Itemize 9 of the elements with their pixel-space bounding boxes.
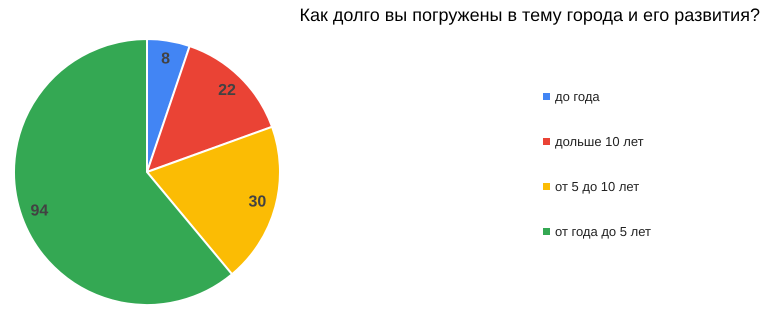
- chart-title: Как долго вы погружены в тему города и его развития?: [298, 5, 760, 26]
- data-label: 8: [161, 50, 170, 68]
- data-label: 30: [248, 193, 266, 210]
- legend-label: от 5 до 10 лет: [555, 179, 640, 194]
- data-label: 22: [218, 82, 236, 99]
- legend-label: дольше 10 лет: [555, 134, 644, 149]
- legend-label: до года: [555, 89, 600, 104]
- data-label: 94: [30, 202, 48, 220]
- legend-label: от года до 5 лет: [555, 224, 651, 239]
